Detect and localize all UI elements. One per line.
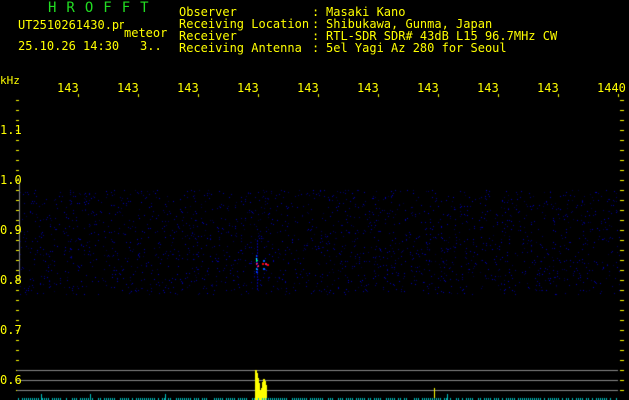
datetime: 25.10.26 14:30 bbox=[18, 39, 120, 53]
freq-label: 1435 bbox=[297, 81, 318, 95]
freq-label: 1439 bbox=[537, 81, 558, 95]
receiver-label: Receiver bbox=[179, 29, 237, 43]
unit-label: kHz bbox=[0, 74, 20, 87]
colon: : bbox=[312, 5, 320, 19]
colon: : bbox=[312, 29, 320, 43]
colon: : bbox=[312, 17, 320, 31]
freq-label: 1436 bbox=[357, 81, 378, 95]
observer-label: Observer bbox=[179, 5, 237, 19]
freq-label: 1440 bbox=[597, 81, 626, 95]
event-tag: meteor bbox=[124, 26, 168, 40]
count: 3.. bbox=[140, 39, 162, 53]
time-label: 1.0 bbox=[0, 173, 22, 187]
antenna-value: 5el Yagi Az 280 for Seoul bbox=[326, 41, 507, 55]
freq-label: 1437 bbox=[417, 81, 438, 95]
time-label: 0.8 bbox=[0, 273, 22, 287]
antenna-label: Receiving Antenna bbox=[179, 41, 302, 55]
freq-label: 1433 bbox=[177, 81, 198, 95]
receiver-value: RTL-SDR SDR# 43dB L15 96.7MHz CW bbox=[326, 29, 558, 43]
time-label: 1.1 bbox=[0, 123, 22, 137]
app-brand: HROFFT bbox=[48, 0, 159, 16]
freq-label: 1434 bbox=[237, 81, 258, 95]
colon: : bbox=[312, 41, 320, 55]
location-label: Receiving Location bbox=[179, 17, 310, 31]
time-label: 0.9 bbox=[0, 223, 22, 237]
time-label: 0.6 bbox=[0, 373, 22, 387]
time-label: 0.7 bbox=[0, 323, 22, 337]
freq-label: 1438 bbox=[477, 81, 498, 95]
filename: UT2510261430.png bbox=[18, 19, 124, 31]
freq-label: 1432 bbox=[117, 81, 138, 95]
location-value: Shibukawa, Gunma, Japan bbox=[326, 17, 493, 31]
observer-value: Masaki Kano bbox=[326, 5, 406, 19]
